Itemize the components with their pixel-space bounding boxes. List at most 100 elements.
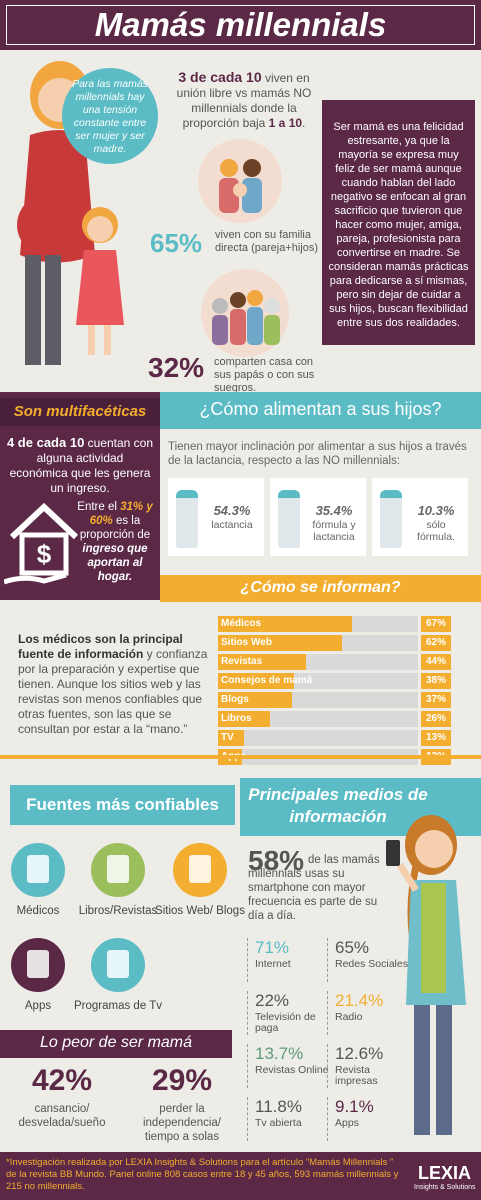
bar-label: Médicos <box>221 618 262 629</box>
income-part: es la proporción de <box>79 515 151 541</box>
source-label: Sitios Web/ Blogs <box>155 905 245 917</box>
media-pct: 12.6% <box>335 1044 384 1063</box>
logo-sub: Insights & Solutions <box>414 1184 476 1191</box>
separator <box>327 1097 328 1141</box>
feeding-label: fórmula y lactancia <box>312 519 356 543</box>
value-label: 37% <box>421 692 451 708</box>
trusted-header <box>10 785 235 825</box>
bottle-icon <box>176 490 198 548</box>
value-label: 38% <box>421 673 451 689</box>
logo: LEXIA <box>418 1163 472 1183</box>
value-label: 62% <box>421 635 451 651</box>
paragraph-box <box>322 100 475 345</box>
income-bold: ingreso que aportan al hogar. <box>82 543 148 583</box>
bar-label: Consejos de mamá <box>221 675 313 686</box>
income-text: Entre el 31% y 60% es la proporción de i… <box>72 500 158 584</box>
feeding-pct: 10.3% <box>417 503 455 518</box>
trusted-title: Fuentes más confiables <box>26 795 219 814</box>
feeding-label: sólo fórmula. <box>417 519 455 543</box>
family-icon <box>198 139 282 223</box>
worst-pct: 42% <box>31 1064 93 1097</box>
separator <box>247 1044 248 1088</box>
source-symbol <box>27 855 49 883</box>
media-pct: 11.8% <box>255 1097 302 1116</box>
family-text: viven con su familia directa (pareja+hij… <box>215 229 319 254</box>
bar <box>218 730 244 746</box>
feeding-pct: 54.3% <box>213 503 251 518</box>
worst-header <box>0 1030 232 1058</box>
worst-title: Lo peor de ser mamá <box>39 1034 193 1051</box>
bubble-text: Para las mamás millennials hay una tensi… <box>72 78 148 155</box>
bar <box>218 692 292 708</box>
value-label: 67% <box>421 616 451 632</box>
source-label: Médicos <box>16 905 60 917</box>
worst-label: cansancio/ desvelada/sueño <box>18 1103 106 1129</box>
media-label: Apps <box>335 1117 359 1129</box>
separator <box>247 991 248 1035</box>
stat-bold: 1 a 10 <box>268 116 303 130</box>
source-label: Programas de Tv <box>74 1000 162 1012</box>
multifaceted-title: Son multifacéticas <box>13 403 147 420</box>
source-symbol <box>189 855 211 883</box>
footer <box>0 1152 481 1200</box>
inform-header <box>160 575 481 602</box>
media-pct: 71% <box>255 938 290 957</box>
separator <box>327 991 328 1035</box>
stat-bold: 3 de cada 10 <box>178 69 262 85</box>
media-label: Televisión de paga <box>255 1011 316 1034</box>
inform-bold: Los médicos son la principal fuente de i… <box>18 632 183 661</box>
inform-text: Los médicos son la principal fuente de i… <box>18 632 213 737</box>
media-label: Redes Sociales <box>335 958 408 970</box>
source-label: Libros/Revistas <box>78 905 158 917</box>
bar-label: TV <box>221 732 234 743</box>
house-icon: $ <box>4 502 79 585</box>
value-label: 26% <box>421 711 451 727</box>
inform-title: ¿Cómo se informan? <box>240 579 401 596</box>
feeding-title: ¿Cómo alimentan a sus hijos? <box>199 399 442 419</box>
separator <box>247 938 248 982</box>
bar-label: Sitios Web <box>221 637 272 648</box>
lead-text: de las mamás millennials usas su smartph… <box>248 854 380 922</box>
bar <box>218 635 342 651</box>
worst-pct: 29% <box>151 1064 213 1097</box>
bar-label: Revistas <box>221 656 263 667</box>
footer-note: *Investigación realizada por LEXIA Insig… <box>6 1157 399 1192</box>
mom-illustration <box>17 61 124 365</box>
bar <box>218 673 294 689</box>
divider <box>0 755 481 759</box>
title: Mamás millennials <box>94 6 387 43</box>
bar <box>218 711 270 727</box>
stat-text: viven en unión libre vs mamás NO millenn… <box>176 71 312 130</box>
source-symbol <box>107 950 129 978</box>
media-label: Revista impresas <box>335 1064 378 1087</box>
feeding-label: lactancia <box>211 519 253 531</box>
value-label: 13% <box>421 730 451 746</box>
media-title: Principales medios de información <box>248 785 428 826</box>
intro-stat: 3 de cada 10 viven en unión libre vs mam… <box>170 70 318 131</box>
bar-label: Libros <box>221 713 252 724</box>
share-pct: 32% <box>148 352 205 383</box>
source-symbol <box>107 855 129 883</box>
bar-track <box>218 730 418 746</box>
separator <box>247 1097 248 1141</box>
media-pct: 9.1% <box>335 1097 374 1116</box>
bar <box>218 654 306 670</box>
income-bold: 31% y 60% <box>89 501 153 527</box>
family-pct: 65% <box>150 228 203 258</box>
bar-label: Blogs <box>221 694 249 705</box>
svg-text:$: $ <box>37 539 52 569</box>
bubble-bg <box>62 68 158 164</box>
extended-family-icon <box>201 269 289 357</box>
media-pct: 21.4% <box>335 991 384 1010</box>
source-symbol <box>27 950 49 978</box>
media-pct: 65% <box>335 938 370 957</box>
media-pct: 13.7% <box>255 1044 304 1063</box>
media-label: Revistas Online <box>255 1064 329 1076</box>
stat-text: cuentan con alguna actividad económica q… <box>9 436 154 495</box>
separator <box>327 1044 328 1088</box>
worst-label: perder la independencia/ tiempo a solas <box>142 1103 221 1143</box>
media-label: Radio <box>335 1011 363 1023</box>
media-label: Tv abierta <box>255 1117 302 1129</box>
header: Mamás millennials <box>0 0 481 50</box>
